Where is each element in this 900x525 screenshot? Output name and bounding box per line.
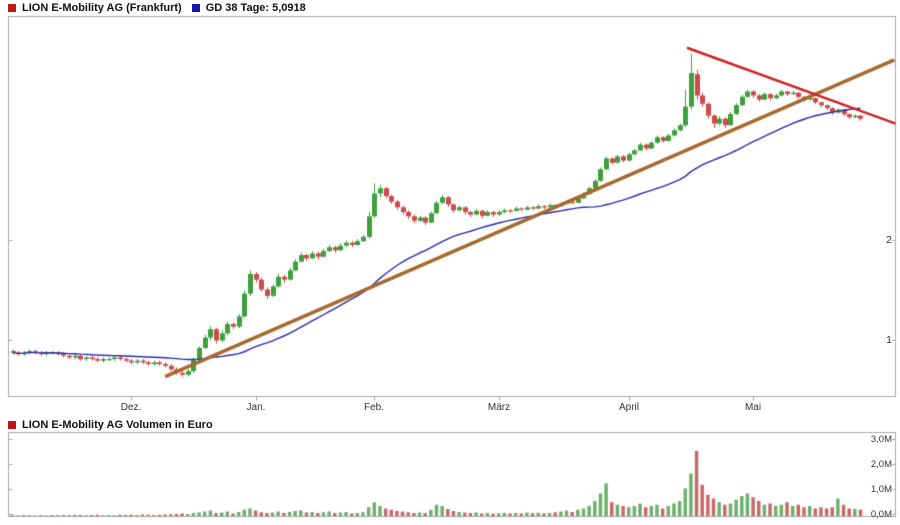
x-axis-month-label: März — [487, 402, 511, 413]
price-series-swatch-icon — [8, 4, 16, 12]
volume-series-swatch-icon — [8, 421, 16, 429]
price-axis-tick-label: 1 — [886, 333, 892, 346]
price-chart-legend: LION E-Mobility AG (Frankfurt) GD 38 Tag… — [8, 2, 306, 14]
volume-chart-legend: LION E-Mobility AG Volumen in Euro — [8, 419, 213, 431]
volume-series-label: LION E-Mobility AG Volumen in Euro — [22, 419, 213, 431]
price-axis-tick-label: 2 — [886, 233, 892, 246]
x-axis-month-label: Feb. — [363, 402, 385, 413]
volume-axis-tick-label: 3,0M — [870, 433, 892, 445]
volume-axis-tick-label: 1,0M — [870, 483, 892, 495]
x-axis-month-label: Dez. — [120, 402, 142, 413]
price-series-label: LION E-Mobility AG (Frankfurt) — [22, 2, 182, 14]
x-axis-month-label: April — [618, 402, 640, 413]
x-axis-month-label: Mai — [744, 402, 762, 413]
volume-axis-tick-label: 2,0M — [870, 458, 892, 470]
volume-axis-tick-label: 0,0M — [870, 508, 892, 520]
ma-series-label: GD 38 Tage: 5,0918 — [205, 2, 306, 14]
x-axis-month-label: Jan. — [246, 402, 266, 413]
ma-series-swatch-icon — [191, 4, 200, 12]
